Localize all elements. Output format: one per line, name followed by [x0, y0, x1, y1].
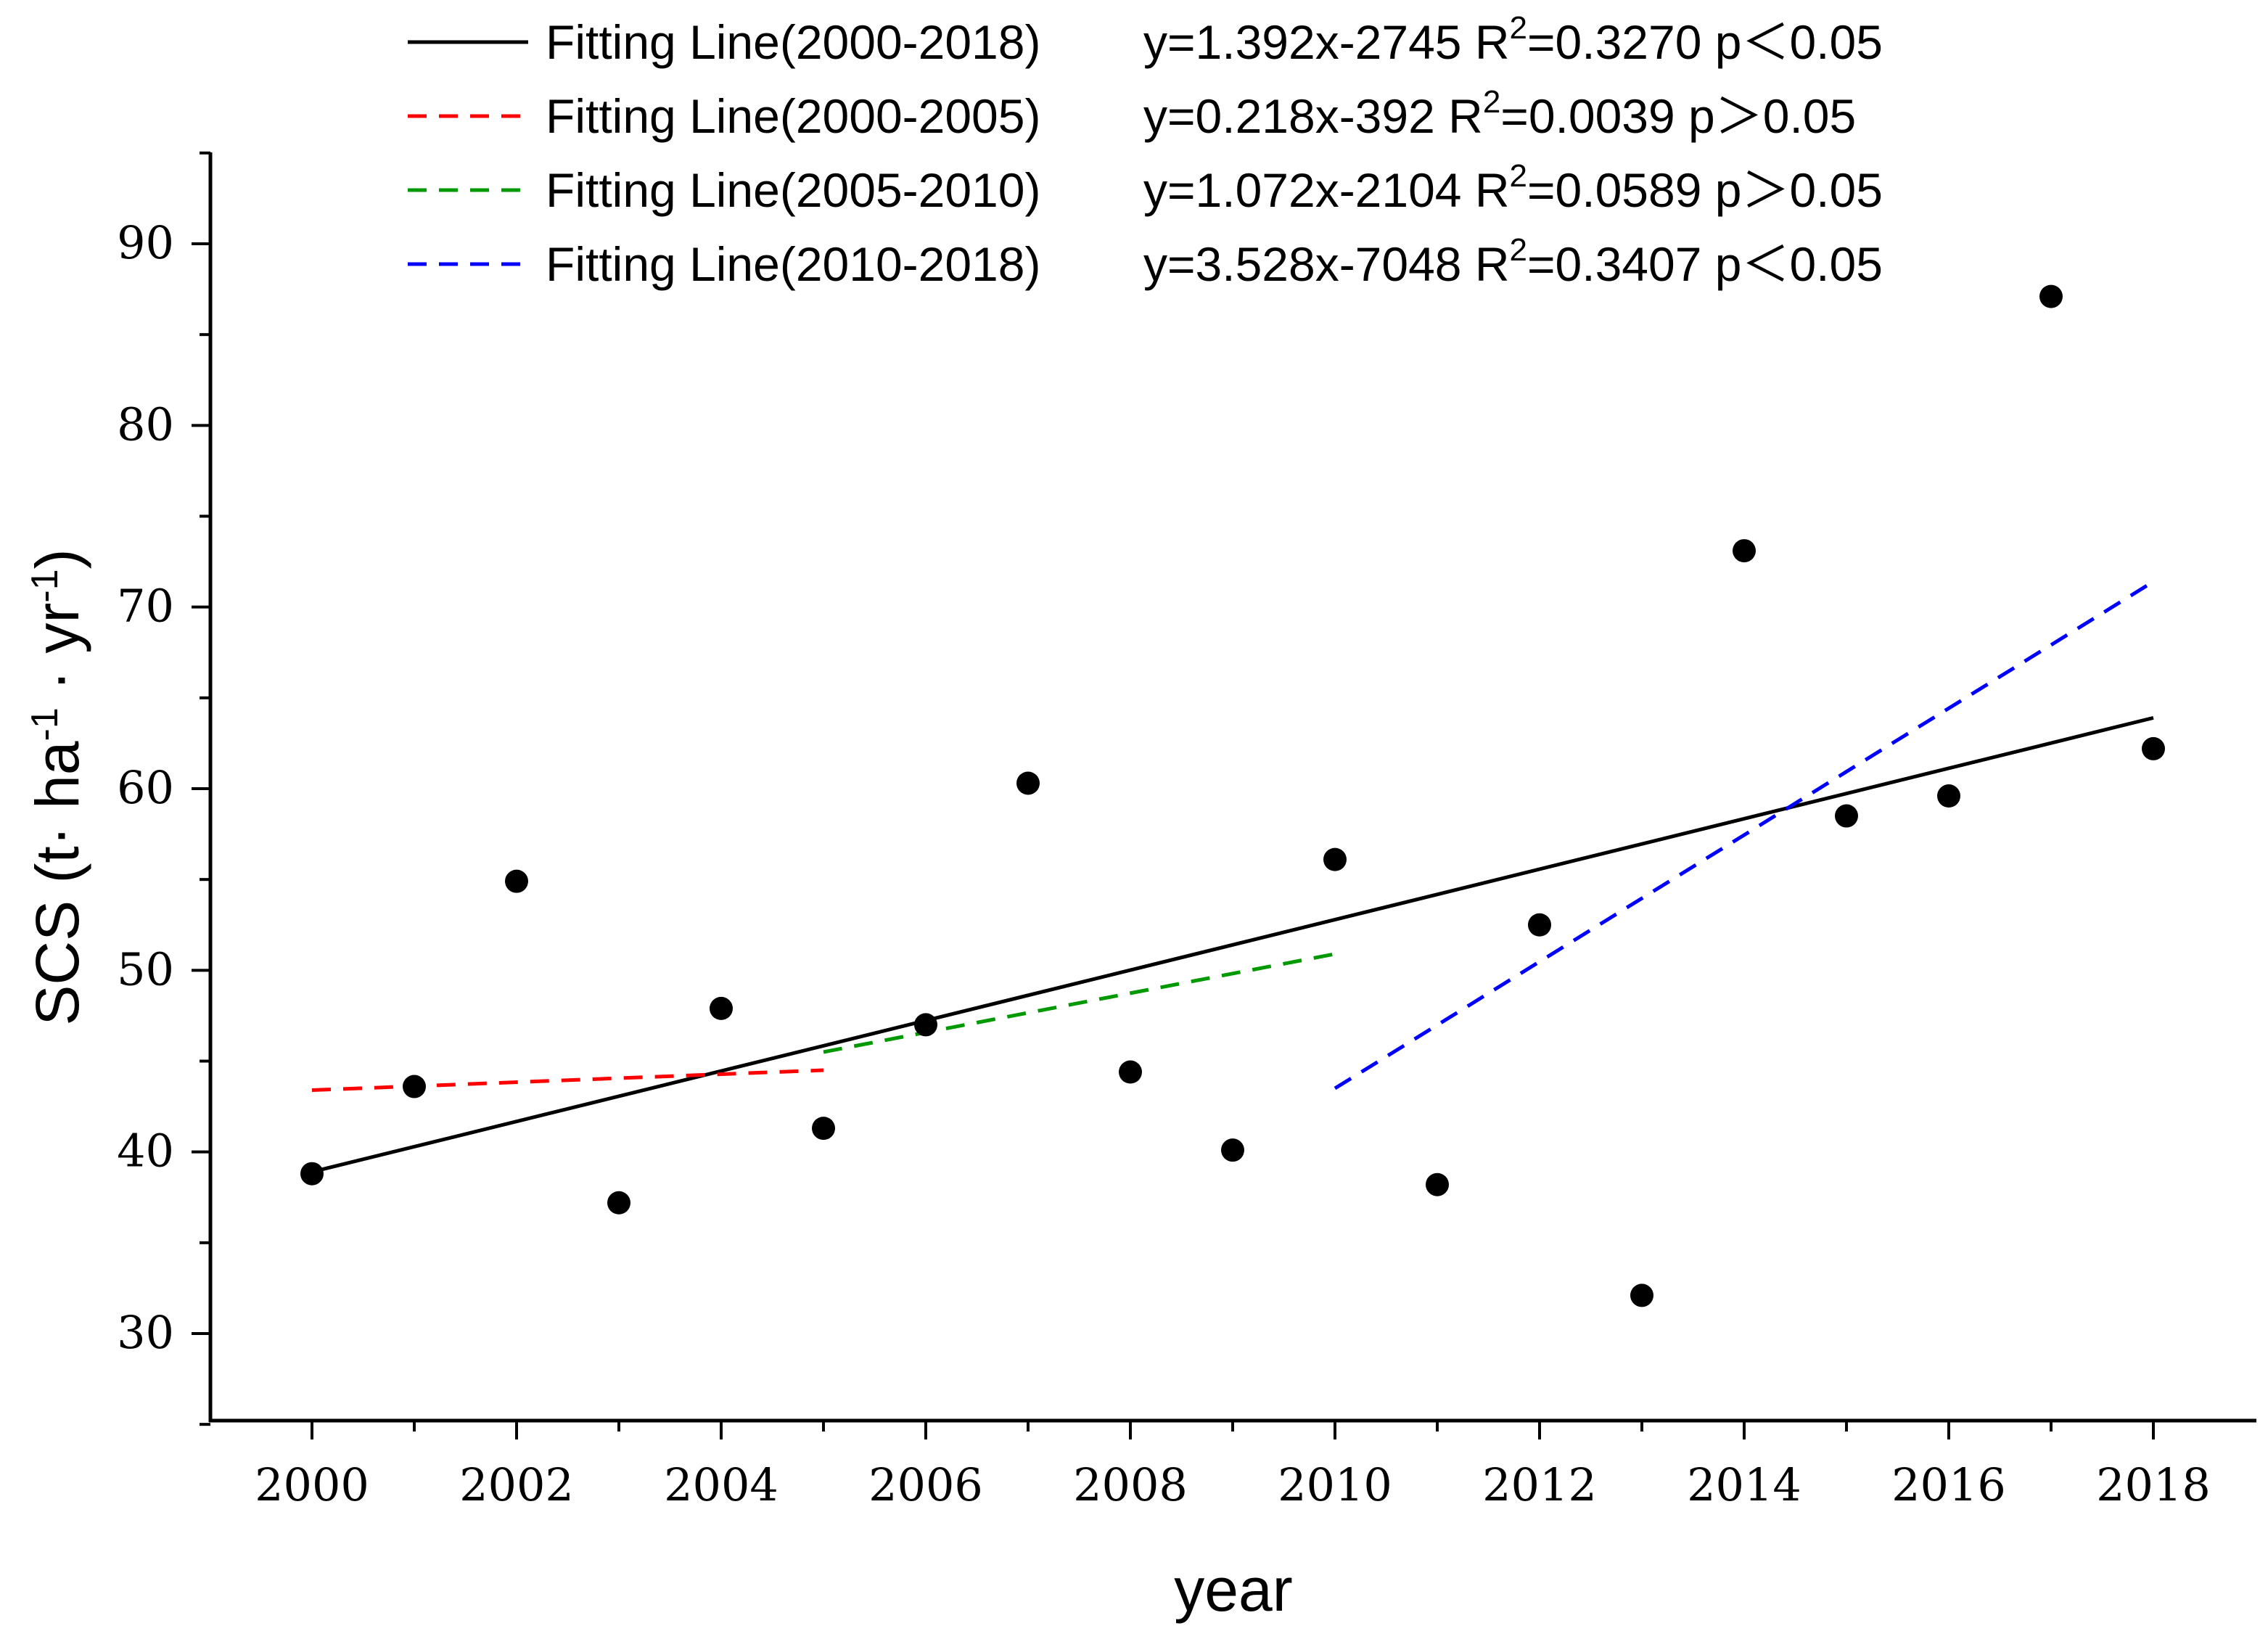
legend-equation-1: y=1.392x-2745 R2=0.3270 p＜0.05: [1143, 10, 1883, 69]
y-tick-label: 60: [117, 761, 174, 814]
data-point: [300, 1162, 324, 1186]
legend-equation-3: y=1.072x-2104 R2=0.0589 p＞0.05: [1143, 158, 1883, 217]
data-point: [1016, 771, 1040, 795]
x-tick-label: 2000: [255, 1458, 369, 1511]
data-point: [710, 996, 733, 1020]
y-axis-title-sup2: -1: [24, 569, 66, 602]
y-axis-title-sup1: -1: [24, 707, 66, 741]
fit-line-3: [823, 952, 1336, 1054]
y-tick-label: 30: [117, 1306, 174, 1359]
y-tick-label: 40: [117, 1125, 174, 1178]
y-axis-title-unit2: · yr: [23, 603, 91, 708]
x-tick-label: 2006: [868, 1458, 983, 1511]
fit-line-1: [311, 715, 2154, 1174]
y-tick-label: 80: [117, 398, 174, 451]
x-tick-label: 2008: [1073, 1458, 1188, 1511]
fit-line-2: [311, 1068, 824, 1093]
data-point: [607, 1191, 630, 1215]
x-axis-title: year: [1174, 1556, 1292, 1624]
y-axis-title-prefix: SCS (t: [23, 846, 91, 1025]
legend-label-2: Fitting Line(2000-2005): [546, 89, 1040, 143]
legend-label-4: Fitting Line(2010-2018): [546, 237, 1040, 291]
data-point: [505, 869, 528, 893]
legend-equation-2: y=0.218x-392 R2=0.0039 p＞0.05: [1143, 84, 1856, 143]
data-point: [812, 1117, 835, 1141]
x-tick-label: 2016: [1891, 1458, 2006, 1511]
data-point: [1323, 847, 1347, 871]
fit-line-4: [1334, 580, 2155, 1090]
y-axis-title-suffix: ): [23, 549, 91, 569]
y-axis-title-unit1: · ha: [23, 741, 91, 846]
data-point: [914, 1013, 937, 1037]
x-tick-label: 2004: [664, 1458, 778, 1511]
legend-label-3: Fitting Line(2005-2010): [546, 163, 1040, 217]
legend-label-1: Fitting Line(2000-2018): [546, 15, 1040, 69]
data-point: [2039, 284, 2063, 308]
y-tick-label: 50: [117, 942, 174, 995]
x-tick-label: 2014: [1687, 1458, 1801, 1511]
data-point: [403, 1075, 426, 1098]
data-point: [1937, 784, 1960, 808]
data-point: [2142, 736, 2165, 760]
x-tick-label: 2018: [2096, 1458, 2211, 1511]
legend: Fitting Line(2000-2018) y=1.392x-2745 R2=…: [408, 10, 1883, 291]
data-point: [1630, 1283, 1653, 1307]
x-tick-label: 2010: [1278, 1458, 1392, 1511]
legend-equation-4: y=3.528x-7048 R2=0.3407 p＜0.05: [1143, 232, 1883, 291]
data-point: [1221, 1138, 1244, 1162]
x-tick-label: 2012: [1482, 1458, 1597, 1511]
data-points-layer: [300, 284, 2165, 1307]
x-ticks-layer: 2000 2002 2004 2006 2008 2010 2012 2014 2016 2018: [255, 1421, 2211, 1511]
data-point: [1733, 539, 1756, 563]
y-tick-label: 90: [117, 216, 174, 269]
data-point: [1835, 804, 1858, 828]
y-tick-label: 70: [117, 580, 174, 633]
fit-lines-layer: [311, 580, 2155, 1174]
y-ticks-layer: 30 40 50 60 70 80 90: [117, 151, 210, 1426]
data-point: [1528, 913, 1551, 937]
data-point: [1119, 1060, 1142, 1084]
data-point: [1426, 1172, 1449, 1196]
x-tick-label: 2002: [459, 1458, 574, 1511]
y-axis-title: SCS (t· ha-1 · yr-1): [23, 549, 91, 1025]
